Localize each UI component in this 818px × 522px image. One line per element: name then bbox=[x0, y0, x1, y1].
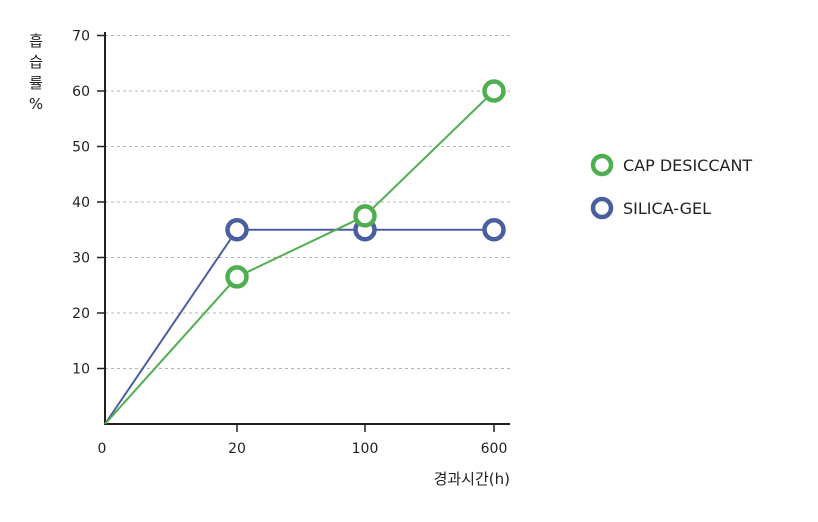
y-tick-label: 70 bbox=[72, 29, 90, 45]
legend-item-cap-desiccant: CAP DESICCANT bbox=[590, 153, 752, 177]
y-axis-title: 흡 습 률 % bbox=[29, 32, 43, 113]
data-point-silica-gel bbox=[225, 218, 249, 242]
x-tick-label: 600 bbox=[481, 441, 508, 457]
y-axis-title-char: 흡 bbox=[29, 32, 43, 50]
series-lines bbox=[104, 90, 495, 425]
y-axis-title-char: 습 bbox=[29, 53, 43, 71]
series-line-silica-gel bbox=[104, 228, 494, 425]
y-tick-label: 30 bbox=[72, 251, 90, 267]
x-tick-label: 0 bbox=[98, 441, 107, 457]
grid-lines bbox=[105, 35, 510, 369]
data-point-cap-desiccant bbox=[353, 204, 377, 228]
data-point-cap-desiccant bbox=[482, 79, 506, 103]
x-ticks: 0 20 100 600 bbox=[98, 424, 508, 457]
legend: CAP DESICCANT SILICA-GEL bbox=[590, 153, 752, 220]
x-axis-title: 경과시간(h) bbox=[434, 470, 510, 488]
legend-marker-silica-gel bbox=[590, 196, 614, 220]
x-tick-label: 20 bbox=[228, 441, 246, 457]
y-axis-title-char: 률 bbox=[29, 74, 43, 92]
data-point-cap-desiccant bbox=[225, 265, 249, 289]
x-tick-label: 100 bbox=[352, 441, 379, 457]
data-point-silica-gel bbox=[482, 218, 506, 242]
legend-item-silica-gel: SILICA-GEL bbox=[590, 196, 711, 220]
y-tick-label: 20 bbox=[72, 306, 90, 322]
y-ticks: 10 20 30 40 50 60 70 bbox=[72, 29, 105, 378]
legend-marker-cap-desiccant bbox=[590, 153, 614, 177]
y-tick-label: 10 bbox=[72, 362, 90, 378]
y-tick-label: 50 bbox=[72, 140, 90, 156]
legend-label-cap-desiccant: CAP DESICCANT bbox=[623, 156, 752, 175]
y-tick-label: 40 bbox=[72, 195, 90, 211]
axes bbox=[104, 32, 510, 425]
series-markers bbox=[225, 79, 506, 289]
y-tick-label: 60 bbox=[72, 84, 90, 100]
legend-label-silica-gel: SILICA-GEL bbox=[623, 199, 711, 218]
series-line-cap-desiccant bbox=[104, 90, 495, 425]
y-axis-title-char: % bbox=[29, 95, 43, 113]
